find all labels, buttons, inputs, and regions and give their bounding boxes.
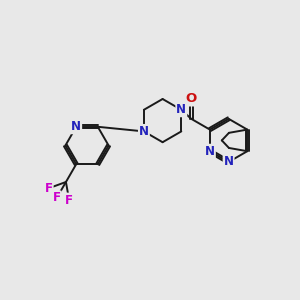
Text: N: N — [71, 120, 81, 133]
Text: N: N — [224, 155, 234, 169]
Text: F: F — [53, 191, 61, 204]
Text: F: F — [45, 182, 53, 195]
Text: O: O — [186, 92, 197, 105]
Text: F: F — [65, 194, 73, 207]
Text: N: N — [139, 125, 149, 138]
Text: N: N — [176, 103, 186, 116]
Text: N: N — [205, 145, 215, 158]
